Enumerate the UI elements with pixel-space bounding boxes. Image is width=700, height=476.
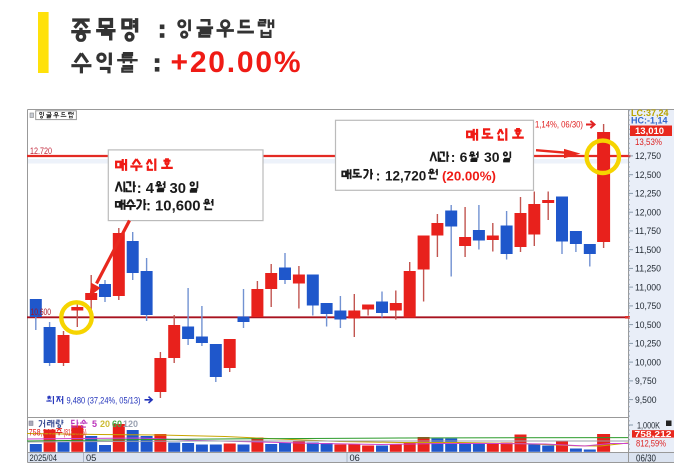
svg-text:06/30: 06/30 bbox=[636, 454, 656, 465]
svg-text:+20.00%: +20.00% bbox=[171, 46, 303, 79]
svg-text:4: 4 bbox=[146, 181, 155, 197]
svg-text:20: 20 bbox=[100, 419, 110, 429]
svg-text:05: 05 bbox=[86, 453, 96, 463]
svg-text:30: 30 bbox=[170, 181, 186, 197]
svg-text:11,750: 11,750 bbox=[635, 226, 661, 236]
svg-text:5: 5 bbox=[92, 419, 97, 429]
svg-text:12,000: 12,000 bbox=[635, 207, 661, 217]
svg-text:758,212: 758,212 bbox=[635, 429, 672, 439]
svg-text:13,010: 13,010 bbox=[635, 126, 664, 137]
svg-text::: : bbox=[146, 199, 151, 215]
svg-text:812,59%: 812,59% bbox=[636, 439, 666, 449]
svg-text:6: 6 bbox=[460, 149, 468, 165]
svg-text:12,500: 12,500 bbox=[635, 170, 661, 180]
svg-text:10,250: 10,250 bbox=[635, 339, 661, 349]
svg-text:LC:37,24: LC:37,24 bbox=[631, 108, 669, 118]
svg-text:9,500: 9,500 bbox=[635, 395, 657, 405]
svg-text:9,480 (37,24%, 05/13): 9,480 (37,24%, 05/13) bbox=[67, 395, 141, 405]
svg-text:120: 120 bbox=[123, 419, 138, 429]
svg-text:10,600: 10,600 bbox=[155, 199, 201, 215]
svg-text:10,000: 10,000 bbox=[635, 357, 661, 367]
svg-text:12.720: 12.720 bbox=[30, 145, 52, 156]
svg-text:13,53%: 13,53% bbox=[635, 137, 662, 147]
svg-text:30: 30 bbox=[484, 149, 500, 165]
svg-text:(812.59%): (812.59%) bbox=[64, 427, 87, 437]
svg-text:11,500: 11,500 bbox=[635, 245, 661, 255]
svg-text:12,720: 12,720 bbox=[385, 168, 426, 183]
svg-text:11,000: 11,000 bbox=[635, 282, 661, 292]
svg-text:HC:-1,14: HC:-1,14 bbox=[631, 116, 668, 126]
svg-text:758,212: 758,212 bbox=[29, 427, 55, 437]
svg-text:9,750: 9,750 bbox=[635, 376, 657, 386]
svg-text::: : bbox=[137, 181, 142, 197]
svg-text:10,750: 10,750 bbox=[635, 301, 661, 311]
svg-text:11,250: 11,250 bbox=[635, 264, 661, 274]
svg-text:06: 06 bbox=[350, 453, 360, 463]
svg-text::: : bbox=[451, 149, 456, 165]
svg-text:2025/04: 2025/04 bbox=[30, 453, 58, 463]
svg-text:10,600: 10,600 bbox=[31, 306, 52, 317]
svg-text:1,14%, 06/30): 1,14%, 06/30) bbox=[535, 120, 583, 130]
svg-text:(20.00%): (20.00%) bbox=[442, 168, 496, 183]
svg-text:10,500: 10,500 bbox=[635, 320, 661, 330]
svg-text:60: 60 bbox=[112, 419, 122, 429]
svg-text:12,750: 12,750 bbox=[635, 151, 661, 161]
svg-text:12,250: 12,250 bbox=[635, 189, 661, 199]
svg-text:1,000K: 1,000K bbox=[637, 420, 661, 430]
svg-text::: : bbox=[376, 167, 381, 183]
